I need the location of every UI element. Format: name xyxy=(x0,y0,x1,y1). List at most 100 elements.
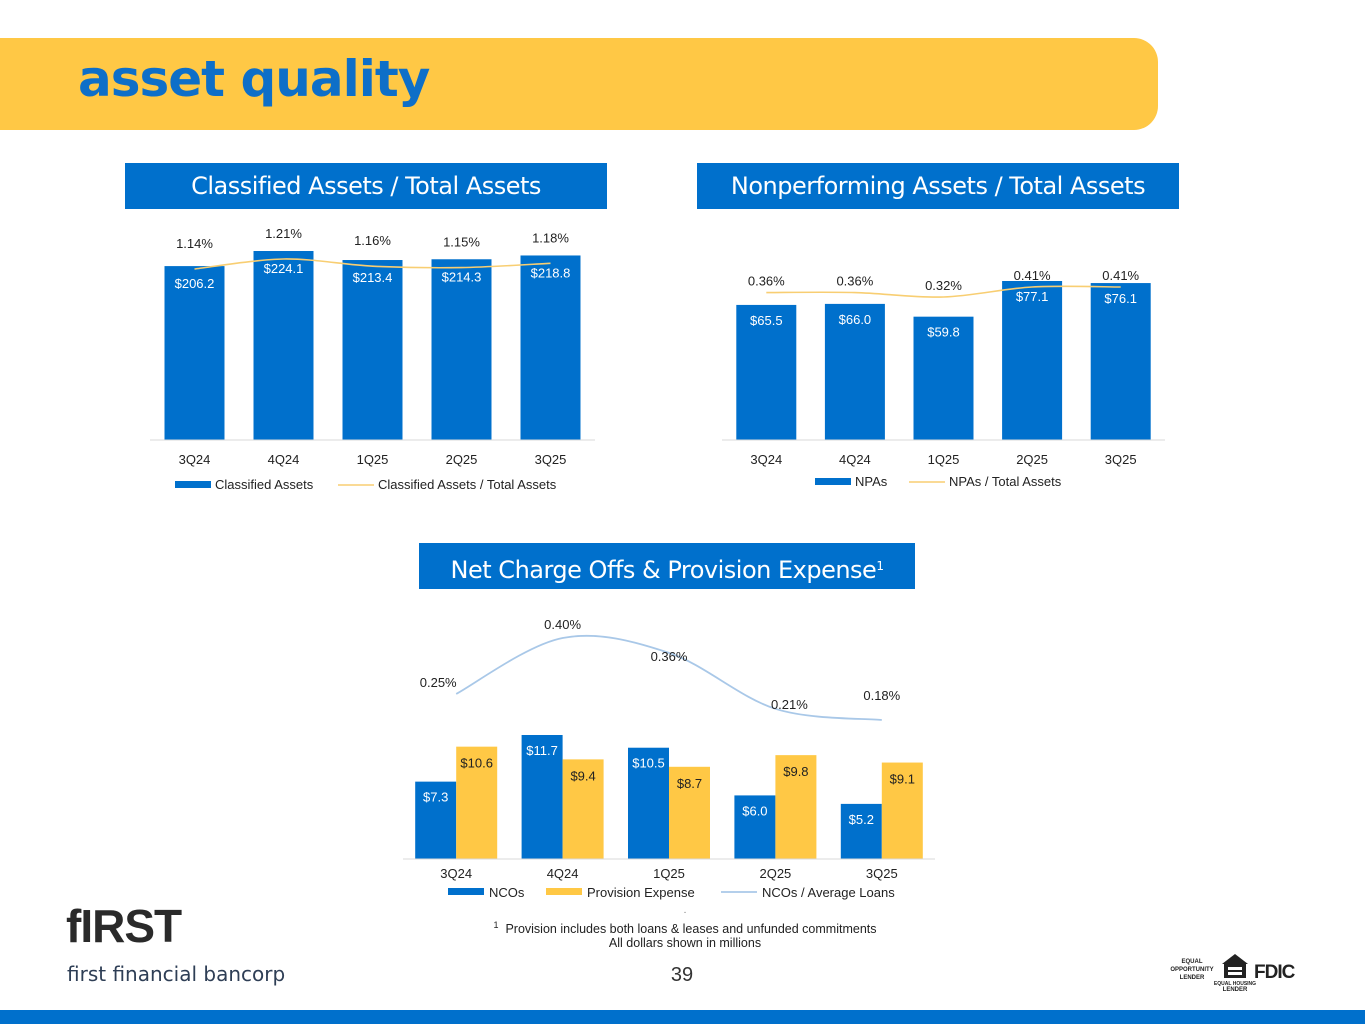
tick-label-4Q24: 4Q24 xyxy=(268,452,300,467)
provision-bar-1Q25 xyxy=(669,766,710,859)
legend-label-line: NPAs / Total Assets xyxy=(949,474,1062,489)
line-label-1Q25: 1.16% xyxy=(354,233,391,248)
svg-text:FDIC: FDIC xyxy=(1254,962,1296,983)
line-label-1Q25: 0.32% xyxy=(925,278,962,293)
bar-label-2Q25: $214.3 xyxy=(442,269,482,284)
bar-label-2Q25: $77.1 xyxy=(1016,289,1049,304)
legend-swatch-bars xyxy=(175,481,211,488)
nco-ratio-label-2Q25: 0.21% xyxy=(771,697,808,712)
nco-ratio-label-1Q25: 0.36% xyxy=(651,649,688,664)
provision-bar-2Q25 xyxy=(775,755,817,859)
tick-label-3Q24: 3Q24 xyxy=(750,452,782,467)
svg-text:OPPORTUNITY: OPPORTUNITY xyxy=(1170,967,1213,973)
bar-label-3Q25: $218.8 xyxy=(531,265,571,280)
tick-label-3Q25: 3Q25 xyxy=(866,866,898,881)
equal-housing-lender-icon: EQUAL HOUSING LENDER xyxy=(1214,954,1256,992)
title-band xyxy=(0,38,1158,130)
nco-ratio-label-4Q24: 0.40% xyxy=(544,617,581,632)
provision-bar-4Q24 xyxy=(562,759,604,859)
chart-title-classified: Classified Assets / Total Assets xyxy=(125,163,607,209)
svg-text:LENDER: LENDER xyxy=(1223,987,1248,992)
nco-bar-4Q24 xyxy=(521,735,563,859)
tick-label-2Q25: 2Q25 xyxy=(446,452,478,467)
line-label-3Q24: 1.14% xyxy=(176,236,213,251)
nco-ratio-line xyxy=(455,634,882,721)
bar-2Q25 xyxy=(431,259,492,440)
bar-4Q24 xyxy=(824,303,885,440)
legend-swatch-bars xyxy=(815,478,851,485)
nco-ratio-label-3Q24: 0.25% xyxy=(420,675,457,690)
svg-text:LENDER: LENDER xyxy=(1180,975,1205,981)
ratio-line xyxy=(766,285,1121,298)
nco-label-3Q25: $5.2 xyxy=(849,812,874,827)
nco-ratio-label-3Q25: 0.18% xyxy=(863,688,900,703)
bar-1Q25 xyxy=(913,316,974,440)
provision-label-4Q24: $9.4 xyxy=(570,768,595,783)
bottom-bar xyxy=(0,1010,1365,1024)
bar-label-4Q24: $224.1 xyxy=(264,261,304,276)
footnote-line2: All dollars shown in millions xyxy=(608,936,762,950)
chart-title-nco-text: Net Charge Offs & Provision Expense xyxy=(450,556,877,584)
nco-label-2Q25: $6.0 xyxy=(742,803,767,818)
tick-label-4Q24: 4Q24 xyxy=(839,452,871,467)
page-number: 39 xyxy=(670,964,694,986)
footnote-marker: 1 xyxy=(493,920,499,930)
legend-swatch-ncos xyxy=(448,888,484,895)
footnote-line1: 1 Provision includes both loans & leases… xyxy=(420,920,950,936)
bar-3Q25 xyxy=(1090,283,1151,440)
bar-label-3Q25: $76.1 xyxy=(1104,291,1137,306)
legend-label-bars: Classified Assets xyxy=(215,477,314,492)
chart-title-nco-sup: 1 xyxy=(876,559,884,573)
chart-title-nco: Net Charge Offs & Provision Expense1 xyxy=(419,543,915,589)
footnote-text-1: Provision includes both loans & leases a… xyxy=(505,922,877,937)
regulatory-badges: EQUAL OPPORTUNITY LENDER EQUAL HOUSING L… xyxy=(1170,954,1297,992)
legend-label-bars: NPAs xyxy=(855,474,888,489)
bar-label-1Q25: $213.4 xyxy=(353,270,393,285)
bar-1Q25 xyxy=(342,260,403,440)
nco-bar-1Q25 xyxy=(628,747,669,859)
svg-text:EQUAL HOUSING: EQUAL HOUSING xyxy=(1214,981,1256,987)
bar-2Q25 xyxy=(1002,281,1063,440)
provision-bar-3Q25 xyxy=(881,762,923,859)
nco-provision-chart: $7.3 $10.6 3Q24 $11.7 $9.4 4Q24 $10.5 $8.7 1Q25 $… xyxy=(403,617,935,900)
tick-label-2Q25: 2Q25 xyxy=(1016,452,1048,467)
nco-bar-3Q24 xyxy=(415,781,457,859)
svg-text:fIRST: fIRST xyxy=(66,900,182,950)
ratio-line xyxy=(194,258,551,270)
first-logo-mark: fIRST xyxy=(66,900,183,950)
tick-label-3Q25: 3Q25 xyxy=(1105,452,1137,467)
legend-label-provision: Provision Expense xyxy=(587,885,695,900)
footnote-dot: . xyxy=(683,905,687,916)
provision-label-3Q25: $9.1 xyxy=(890,772,915,787)
tick-label-2Q25: 2Q25 xyxy=(759,866,791,881)
bar-4Q24 xyxy=(253,251,314,440)
line-label-4Q24: 1.21% xyxy=(265,226,302,241)
svg-text:EQUAL: EQUAL xyxy=(1182,959,1203,965)
fdic-icon: FDIC xyxy=(1254,962,1297,983)
chart-title-npa: Nonperforming Assets / Total Assets xyxy=(697,163,1179,209)
line-label-4Q24: 0.36% xyxy=(836,274,873,289)
tick-label-1Q25: 1Q25 xyxy=(928,452,960,467)
tick-label-4Q24: 4Q24 xyxy=(547,866,579,881)
page-title: asset quality xyxy=(78,50,430,108)
tick-label-3Q24: 3Q24 xyxy=(179,452,211,467)
company-name: first financial bancorp xyxy=(67,962,286,986)
line-label-2Q25: 0.41% xyxy=(1014,268,1051,283)
legend-swatch-provision xyxy=(546,888,582,895)
bar-3Q24 xyxy=(736,304,797,440)
tick-label-3Q25: 3Q25 xyxy=(535,452,567,467)
legend-label-line: Classified Assets / Total Assets xyxy=(378,477,557,492)
provision-label-3Q24: $10.6 xyxy=(460,756,493,771)
equal-opportunity-lender-icon: EQUAL OPPORTUNITY LENDER xyxy=(1170,959,1213,981)
nco-label-4Q24: $11.7 xyxy=(526,743,558,758)
tick-label-1Q25: 1Q25 xyxy=(653,866,685,881)
provision-label-1Q25: $8.7 xyxy=(677,776,702,791)
legend-label-ncos: NCOs xyxy=(489,885,525,900)
provision-label-2Q25: $9.8 xyxy=(783,764,808,779)
line-label-3Q25: 1.18% xyxy=(532,230,569,245)
provision-bar-3Q24 xyxy=(456,746,498,859)
nco-bar-3Q25 xyxy=(840,803,882,859)
bar-label-1Q25: $59.8 xyxy=(927,325,960,340)
tick-label-3Q24: 3Q24 xyxy=(440,866,472,881)
classified-assets-chart: $206.2 1.14% 3Q24 $224.1 1.21% 4Q24 $213.4 1.16… xyxy=(150,226,595,492)
